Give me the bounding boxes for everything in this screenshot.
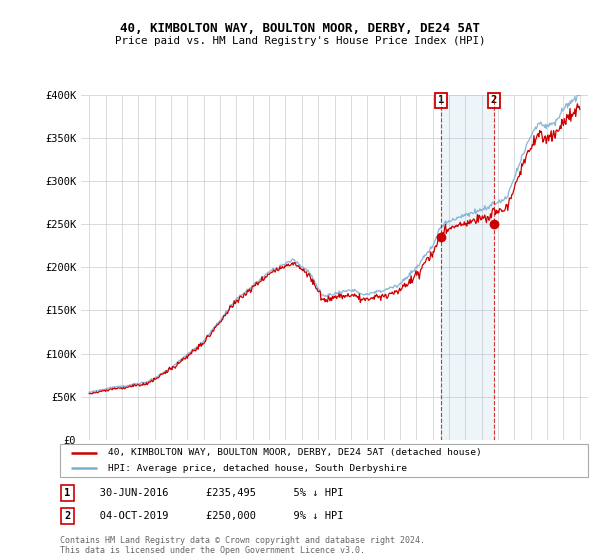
Text: This data is licensed under the Open Government Licence v3.0.: This data is licensed under the Open Gov… [60, 547, 365, 556]
FancyBboxPatch shape [60, 444, 588, 477]
FancyBboxPatch shape [61, 508, 74, 524]
Bar [441, 95, 494, 440]
Text: 40, KIMBOLTON WAY, BOULTON MOOR, DERBY, DE24 5AT (detached house): 40, KIMBOLTON WAY, BOULTON MOOR, DERBY, … [107, 448, 481, 457]
Text: Contains HM Land Registry data © Crown copyright and database right 2024.: Contains HM Land Registry data © Crown c… [60, 536, 425, 545]
FancyBboxPatch shape [61, 485, 74, 501]
Text: 04-OCT-2019      £250,000      9% ↓ HPI: 04-OCT-2019 £250,000 9% ↓ HPI [81, 511, 343, 521]
Text: 2: 2 [491, 95, 497, 105]
Text: Price paid vs. HM Land Registry's House Price Index (HPI): Price paid vs. HM Land Registry's House … [115, 36, 485, 46]
Text: HPI: Average price, detached house, South Derbyshire: HPI: Average price, detached house, Sout… [107, 464, 407, 473]
Text: 1: 1 [64, 488, 71, 498]
Text: 40, KIMBOLTON WAY, BOULTON MOOR, DERBY, DE24 5AT: 40, KIMBOLTON WAY, BOULTON MOOR, DERBY, … [120, 22, 480, 35]
Text: 30-JUN-2016      £235,495      5% ↓ HPI: 30-JUN-2016 £235,495 5% ↓ HPI [81, 488, 343, 498]
Text: 1: 1 [437, 95, 444, 105]
Text: 2: 2 [64, 511, 71, 521]
